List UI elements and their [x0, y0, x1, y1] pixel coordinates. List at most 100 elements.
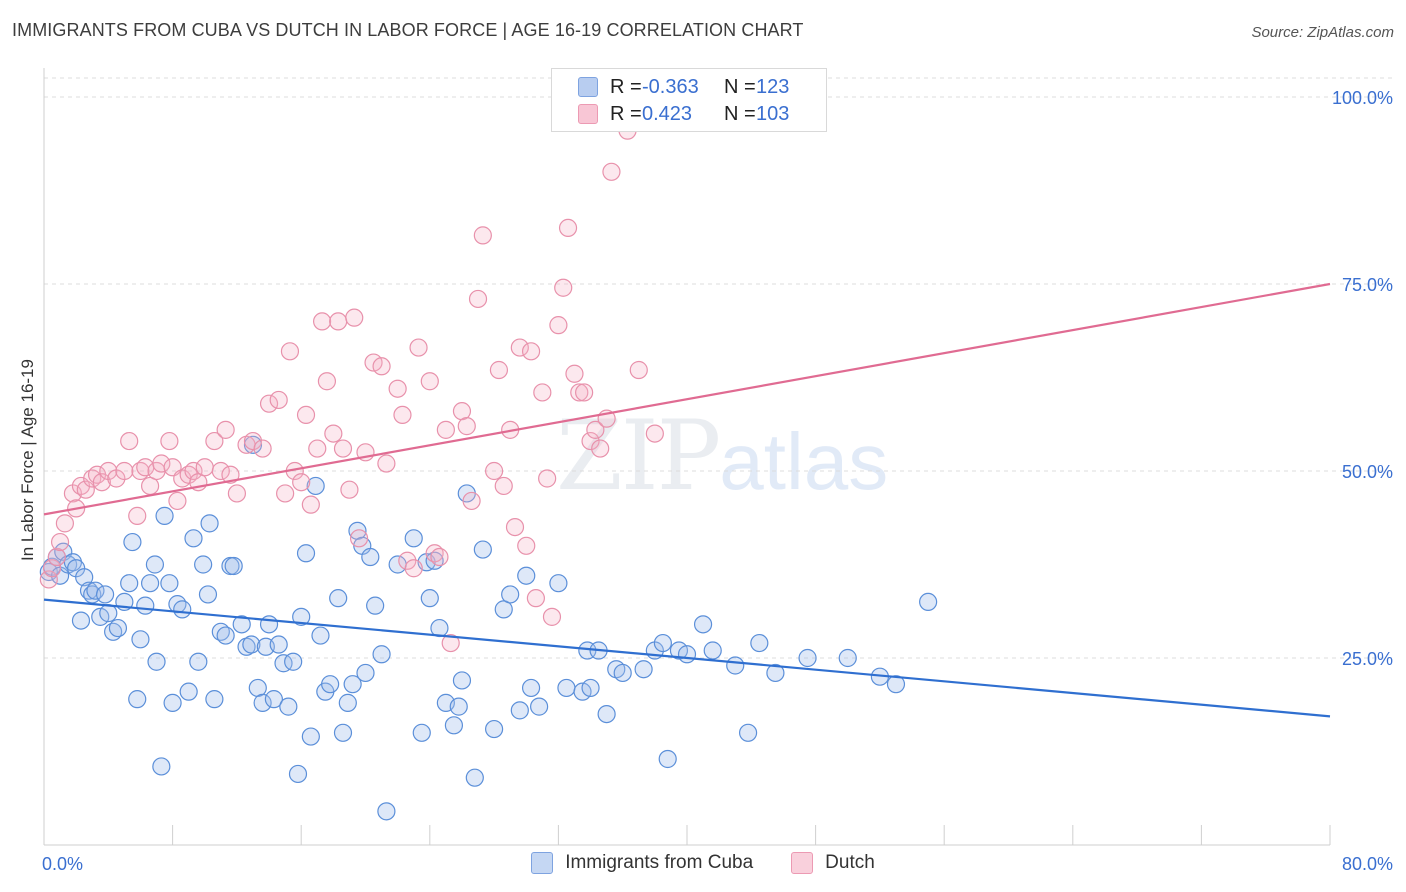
- point-dutch: [317, 372, 337, 391]
- point-dutch: [184, 461, 203, 481]
- stats-legend: R = -0.363 N = 123 R = 0.423 N = 103: [551, 68, 827, 132]
- point-dutch: [195, 458, 214, 477]
- point-cuba: [919, 592, 938, 612]
- legend-n-label: N =: [724, 75, 756, 98]
- point-cuba: [452, 671, 472, 690]
- x-tick-label: 80.0%: [1342, 854, 1393, 874]
- point-dutch: [39, 570, 58, 589]
- point-dutch: [457, 417, 476, 436]
- point-cuba: [703, 641, 722, 660]
- point-dutch: [538, 469, 557, 488]
- point-cuba: [147, 652, 166, 671]
- legend-row-dutch: R = 0.423 N = 103: [578, 102, 789, 126]
- point-dutch: [629, 360, 648, 380]
- point-dutch: [554, 278, 573, 297]
- point-dutch: [549, 316, 568, 335]
- point-cuba: [131, 630, 150, 649]
- point-cuba: [634, 660, 653, 679]
- point-dutch: [510, 338, 529, 357]
- point-cuba: [530, 697, 549, 716]
- point-cuba: [120, 574, 139, 593]
- point-dutch: [645, 424, 664, 443]
- point-dutch: [462, 491, 481, 511]
- watermark-part2: atlas: [719, 417, 889, 506]
- point-cuba: [71, 611, 91, 630]
- point-cuba: [179, 682, 198, 701]
- legend-r-value: 0.423: [642, 102, 693, 125]
- point-cuba: [216, 626, 235, 645]
- point-cuba: [232, 615, 251, 634]
- point-cuba: [653, 633, 672, 653]
- y-tick-label: 75.0%: [1342, 275, 1393, 295]
- point-cuba: [296, 544, 316, 563]
- source-label: Source: ZipAtlas.com: [1251, 24, 1394, 41]
- legend-n-value: 103: [756, 102, 790, 125]
- legend-n-label: N =: [724, 102, 756, 125]
- point-dutch: [404, 559, 423, 578]
- point-dutch: [128, 506, 147, 525]
- point-cuba: [108, 618, 128, 638]
- point-dutch: [349, 529, 369, 548]
- point-cuba: [510, 701, 529, 720]
- y-tick-label: 100.0%: [1332, 88, 1393, 108]
- point-dutch: [292, 473, 311, 492]
- point-cuba: [75, 568, 94, 587]
- legend-swatch-cuba: [578, 77, 598, 97]
- point-dutch: [489, 360, 509, 380]
- trend-lines: [43, 282, 1331, 718]
- point-dutch: [377, 454, 396, 473]
- point-cuba: [288, 764, 308, 784]
- legend-item-dutch: Dutch: [791, 852, 875, 874]
- grid-lines: [44, 77, 1392, 659]
- point-dutch: [570, 383, 589, 402]
- point-cuba: [99, 604, 118, 623]
- point-dutch: [115, 461, 134, 481]
- point-cuba: [259, 615, 279, 634]
- point-cuba: [473, 540, 492, 559]
- point-cuba: [597, 704, 616, 724]
- legend-swatch-cuba: [531, 852, 554, 874]
- point-dutch: [468, 289, 488, 309]
- trend-line-cuba: [43, 598, 1331, 718]
- point-cuba: [338, 693, 357, 712]
- point-cuba: [343, 675, 362, 694]
- point-cuba: [189, 652, 208, 671]
- point-dutch: [526, 589, 545, 608]
- point-cuba: [95, 585, 115, 604]
- point-dutch: [430, 547, 449, 567]
- point-dutch: [473, 226, 492, 245]
- point-cuba: [549, 574, 568, 593]
- point-cuba: [152, 757, 171, 776]
- point-cuba: [123, 532, 142, 552]
- legend-r-label: R =: [610, 75, 642, 98]
- axes: [43, 68, 1331, 846]
- point-cuba: [412, 723, 431, 742]
- point-dutch: [329, 312, 348, 331]
- point-cuba: [444, 716, 464, 735]
- y-tick-label: 25.0%: [1342, 649, 1393, 669]
- y-axis-label: In Labor Force | Age 16-19: [18, 359, 37, 561]
- point-dutch: [409, 338, 428, 357]
- point-dutch: [602, 162, 621, 181]
- point-cuba: [501, 585, 520, 604]
- point-dutch: [575, 383, 594, 402]
- point-dutch: [581, 431, 600, 451]
- series-legend: Immigrants from Cuba Dutch: [0, 852, 1406, 874]
- point-cuba: [155, 506, 174, 525]
- point-dutch: [485, 461, 504, 481]
- trend-line-dutch: [43, 282, 1331, 516]
- point-dutch: [92, 473, 111, 492]
- point-cuba: [886, 675, 906, 694]
- data-points: [39, 87, 938, 821]
- point-dutch: [333, 439, 353, 458]
- point-cuba: [198, 585, 218, 604]
- point-dutch: [253, 439, 272, 458]
- y-tick-label: 50.0%: [1342, 462, 1393, 482]
- point-dutch: [340, 480, 359, 499]
- point-cuba: [693, 615, 713, 634]
- point-cuba: [798, 648, 817, 668]
- point-dutch: [586, 420, 605, 439]
- legend-label-cuba: Immigrants from Cuba: [565, 852, 754, 873]
- point-dutch: [517, 536, 536, 555]
- point-cuba: [581, 678, 600, 698]
